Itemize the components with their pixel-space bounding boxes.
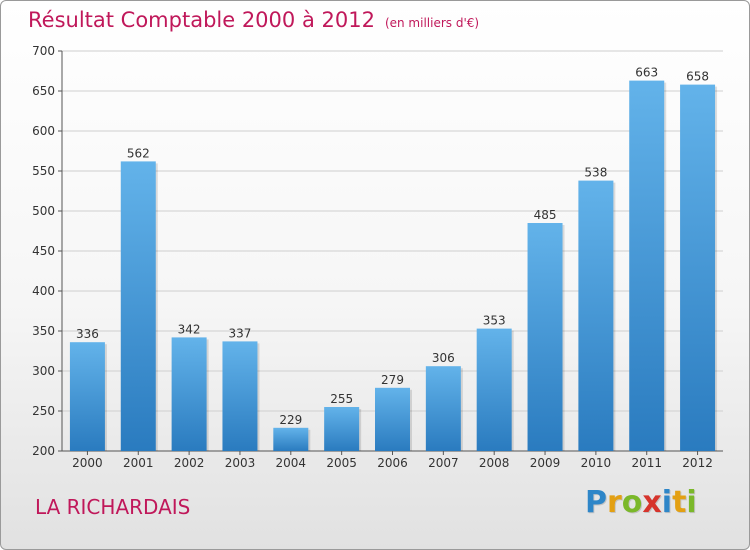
y-tick-label: 500 (32, 204, 55, 218)
chart-title: Résultat Comptable 2000 à 2012 (en millie… (28, 8, 479, 32)
x-tick-label: 2007 (428, 456, 459, 470)
x-tick-label: 2002 (174, 456, 205, 470)
logo-letter: i (686, 485, 697, 520)
bar-value-label: 538 (584, 166, 607, 180)
bar (69, 342, 105, 451)
bar (527, 223, 563, 451)
x-tick-label: 2006 (377, 456, 408, 470)
bar (273, 427, 309, 451)
bar (680, 84, 716, 451)
y-tick-label: 650 (32, 84, 55, 98)
bar (578, 180, 614, 451)
proxiti-logo: Proxiti (585, 485, 697, 520)
bar-value-label: 658 (686, 70, 709, 84)
bar-value-label: 337 (229, 326, 252, 340)
bar (375, 387, 410, 451)
x-tick-label: 2011 (631, 456, 662, 470)
bar-value-label: 255 (330, 392, 353, 406)
logo-letter: r (607, 485, 622, 520)
x-tick-label: 2004 (276, 456, 307, 470)
bar (171, 337, 207, 451)
location-label: LA RICHARDAIS (35, 495, 191, 519)
logo-letter: x (642, 485, 662, 520)
logo-letter: i (661, 485, 673, 520)
x-tick-label: 2012 (682, 456, 713, 470)
bar-value-label: 336 (76, 327, 99, 341)
bar (629, 80, 665, 451)
y-tick-label: 400 (32, 284, 55, 298)
x-tick-label: 2001 (123, 456, 154, 470)
logo-letter: o (621, 485, 643, 520)
logo-letter: P (585, 485, 607, 520)
bar-value-label: 353 (483, 314, 506, 328)
bar-value-label: 229 (279, 413, 302, 427)
x-tick-label: 2005 (326, 456, 357, 470)
y-tick-label: 700 (32, 44, 55, 58)
bar-value-label: 485 (534, 208, 557, 222)
y-tick-label: 550 (32, 164, 55, 178)
bar-value-label: 562 (127, 146, 150, 160)
y-tick-label: 350 (32, 324, 55, 338)
y-tick-label: 250 (32, 404, 55, 418)
bar (324, 407, 360, 451)
y-tick-label: 600 (32, 124, 55, 138)
bar-value-label: 342 (178, 322, 201, 336)
chart-title-text: Résultat Comptable 2000 à 2012 (28, 8, 375, 32)
x-tick-label: 2010 (581, 456, 612, 470)
chart-subtitle: (en milliers d'€) (384, 16, 480, 30)
bar (476, 328, 512, 451)
x-tick-label: 2008 (479, 456, 510, 470)
bar (425, 366, 461, 451)
bar (120, 161, 156, 451)
y-tick-label: 300 (32, 364, 55, 378)
bar (222, 341, 258, 451)
x-tick-label: 2000 (72, 456, 103, 470)
x-tick-label: 2003 (225, 456, 256, 470)
bar-value-label: 306 (432, 351, 455, 365)
bar-value-label: 279 (381, 373, 404, 387)
y-tick-label: 200 (32, 444, 55, 458)
bar-value-label: 663 (635, 66, 658, 80)
y-tick-label: 450 (32, 244, 55, 258)
x-tick-label: 2009 (530, 456, 561, 470)
logo-letter: t (672, 485, 687, 520)
